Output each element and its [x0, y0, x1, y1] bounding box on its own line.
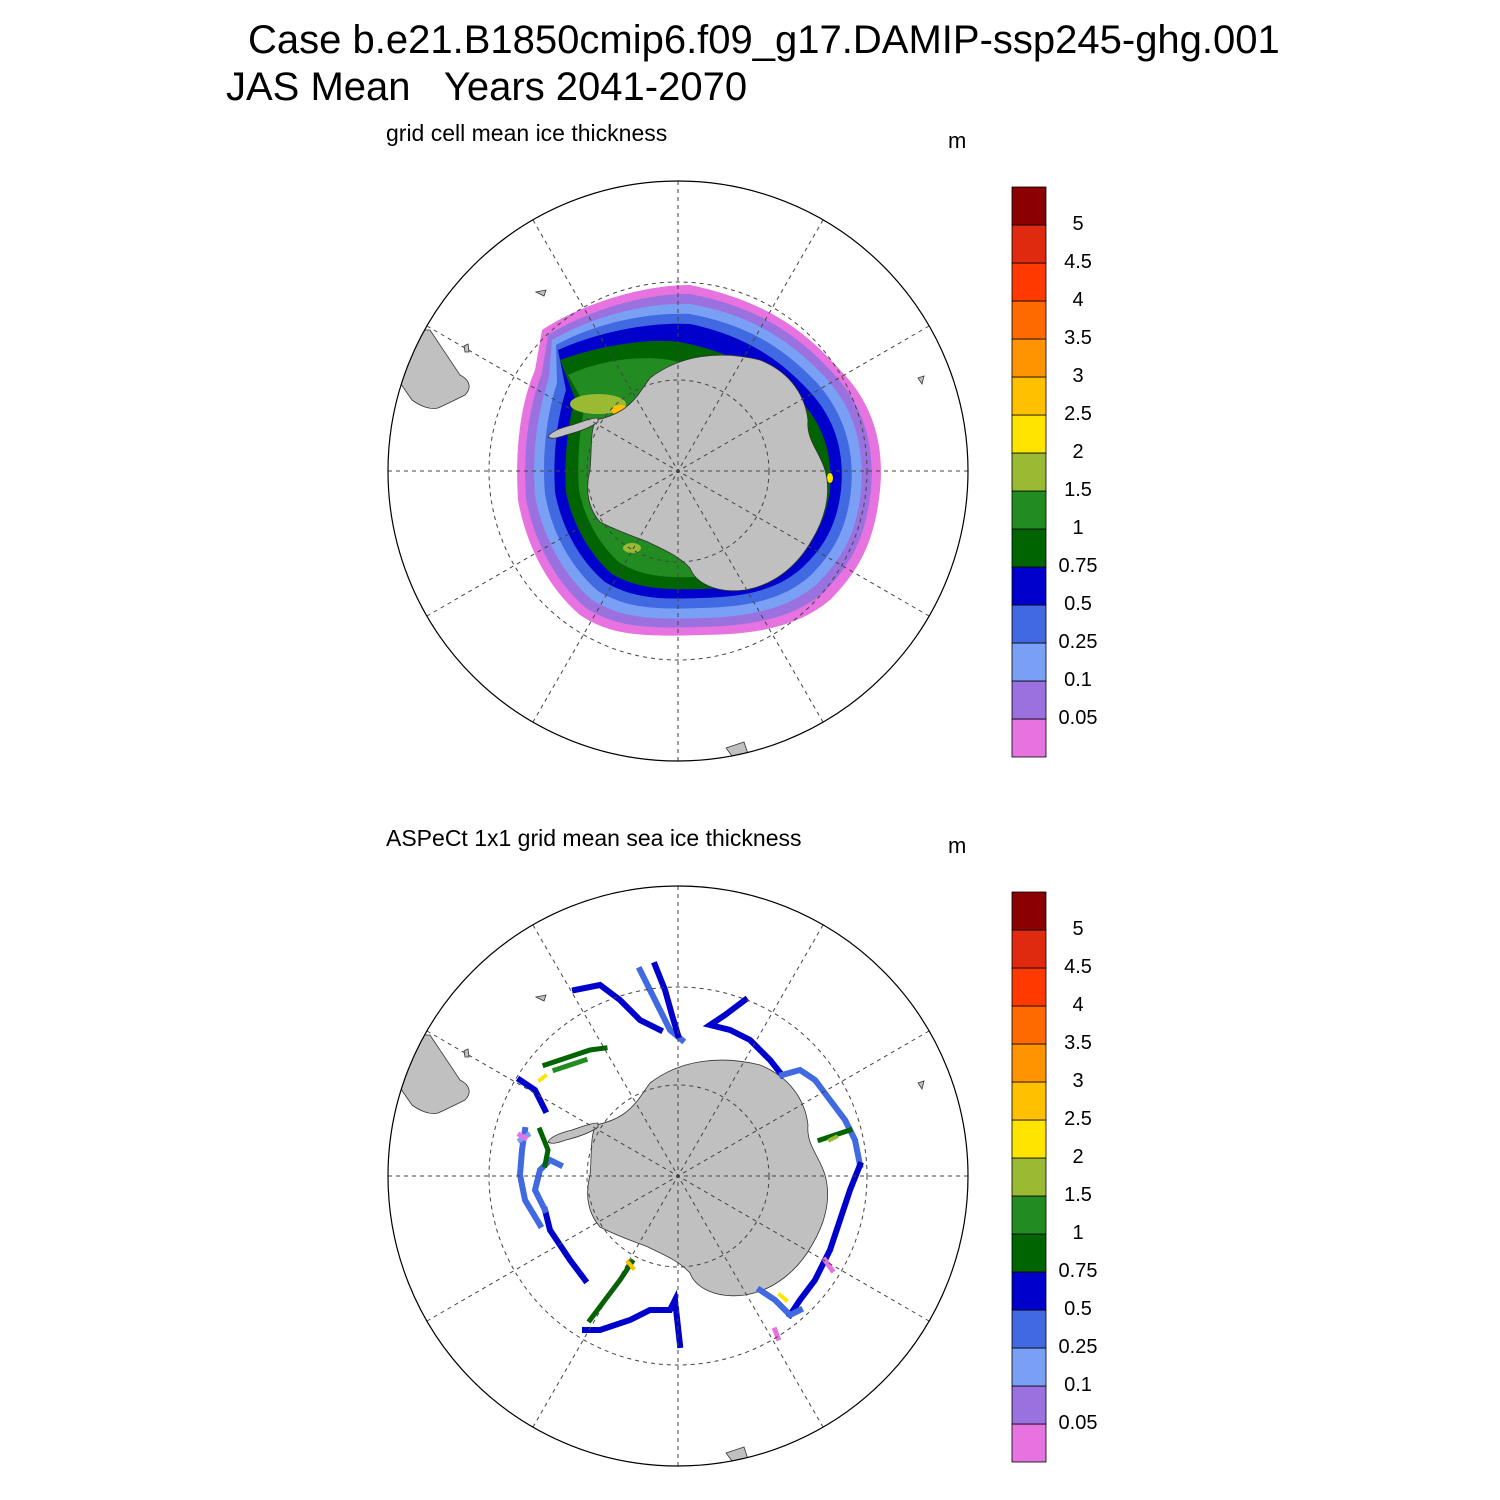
colorbar-tick-label: 0.75: [1058, 1260, 1098, 1282]
colorbar-swatch: [1011, 1271, 1047, 1311]
colorbar-swatch: [1011, 566, 1047, 606]
colorbar-swatch: [1011, 1157, 1047, 1197]
colorbar-swatch: [1011, 1081, 1047, 1121]
colorbar-swatch: [1011, 300, 1047, 340]
colorbar-tick-label: 0.1: [1064, 669, 1092, 691]
colorbar-swatch: [1011, 1005, 1047, 1045]
colorbar-swatch: [1011, 490, 1047, 530]
colorbar-swatch: [1011, 929, 1047, 969]
colorbar-tick-label: 5: [1072, 213, 1084, 235]
colorbar-swatch: [1011, 338, 1047, 378]
panel2-unit: m: [948, 833, 967, 858]
colorbar-swatch: [1011, 224, 1047, 264]
colorbar-tick-label: 0.05: [1058, 707, 1098, 729]
years-label: Years 2041-2070: [443, 65, 748, 109]
colorbar-tick-label: 5: [1072, 918, 1084, 940]
colorbar-tick-label: 2: [1072, 441, 1084, 463]
colorbar-swatch: [1011, 452, 1047, 492]
panel1-unit: m: [948, 128, 967, 153]
colorbar-tick-label: 1.5: [1064, 479, 1092, 501]
colorbar-tick-label: 0.05: [1058, 1412, 1098, 1434]
colorbar-tick-label: 0.25: [1058, 631, 1098, 653]
colorbar-swatch: [1011, 1195, 1047, 1235]
panel2-title: ASPeCt 1x1 grid mean sea ice thickness: [386, 825, 802, 851]
colorbar-swatch: [1011, 1347, 1047, 1387]
antarctic-peninsula: [547, 417, 599, 439]
colorbar-tick-label: 2.5: [1064, 403, 1092, 425]
colorbar-tick-label: 3: [1072, 1070, 1084, 1092]
colorbar-tick-label: 3: [1072, 365, 1084, 387]
colorbar-swatch: [1011, 891, 1047, 931]
colorbar-swatch: [1011, 604, 1047, 644]
colorbar-2: [1011, 891, 1047, 1463]
south-america-land-2: [388, 1034, 470, 1114]
colorbar-tick-label: 4.5: [1064, 251, 1092, 273]
colorbar-tick-label: 1: [1072, 1222, 1084, 1244]
colorbar-swatch: [1011, 262, 1047, 302]
colorbar-tick-label: 0.1: [1064, 1374, 1092, 1396]
panel1-map: [387, 180, 969, 762]
colorbar-tick-label: 2.5: [1064, 1108, 1092, 1130]
colorbar-tick-label: 0.25: [1058, 1336, 1098, 1358]
antarctica-land-2: [587, 1059, 828, 1297]
colorbar-tick-label: 1: [1072, 517, 1084, 539]
colorbar-swatch: [1011, 1423, 1047, 1463]
south-america-land: [388, 329, 470, 409]
colorbar-swatch: [1011, 376, 1047, 416]
colorbar-swatch: [1011, 967, 1047, 1007]
colorbar-swatch: [1011, 718, 1047, 758]
panel1-title: grid cell mean ice thickness: [386, 120, 668, 146]
colorbar-tick-label: 4: [1072, 994, 1084, 1016]
colorbar-tick-label: 0.5: [1064, 593, 1092, 615]
colorbar-tick-label: 3.5: [1064, 327, 1092, 349]
colorbar-tick-label: 2: [1072, 1146, 1084, 1168]
colorbar-swatch: [1011, 414, 1047, 454]
colorbar-swatch: [1011, 528, 1047, 568]
colorbar-swatch: [1011, 1233, 1047, 1273]
colorbar-swatch: [1011, 186, 1047, 226]
panel1-boundary: [387, 180, 969, 762]
antarctica-land: [587, 354, 828, 592]
colorbar-swatch: [1011, 680, 1047, 720]
figure-title: Case b.e21.B1850cmip6.f09_g17.DAMIP-ssp2…: [248, 18, 1280, 62]
panel2-map: [387, 885, 969, 1467]
colorbar-swatch: [1011, 1309, 1047, 1349]
colorbar-swatch: [1011, 642, 1047, 682]
panel2-boundary: [387, 885, 969, 1467]
colorbar-1: [1011, 186, 1047, 758]
ship-tracks: [515, 961, 864, 1349]
colorbar-tick-label: 0.5: [1064, 1298, 1092, 1320]
ice-spot-ross: [623, 543, 641, 553]
ice-spot-east: [827, 473, 833, 483]
figure-subtitle: JAS Mean Years 2041-2070: [226, 65, 747, 110]
panel2-meridians: [388, 886, 968, 1466]
colorbar-tick-label: 0.75: [1058, 555, 1098, 577]
colorbar-swatch: [1011, 1043, 1047, 1083]
colorbar-swatch: [1011, 1385, 1047, 1425]
colorbar-tick-label: 3.5: [1064, 1032, 1092, 1054]
season-label: JAS Mean: [226, 65, 411, 109]
colorbar-tick-label: 4.5: [1064, 956, 1092, 978]
colorbar-swatch: [1011, 1119, 1047, 1159]
panel1-meridians: [388, 181, 968, 761]
colorbar-tick-label: 1.5: [1064, 1184, 1092, 1206]
colorbar-tick-label: 4: [1072, 289, 1084, 311]
